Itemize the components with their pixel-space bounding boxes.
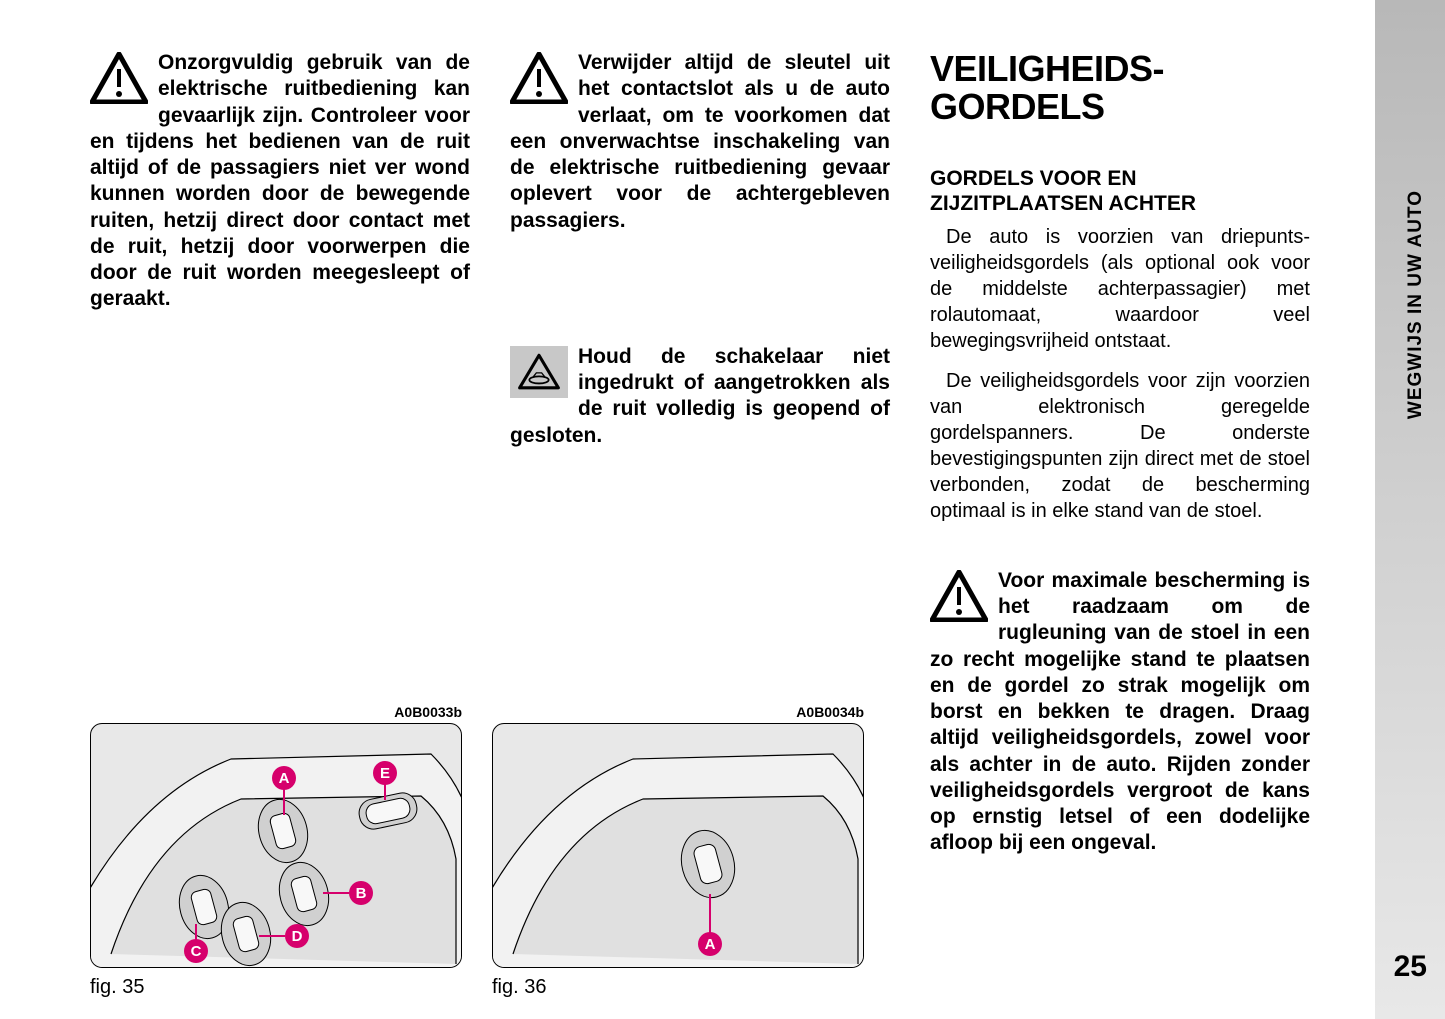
marker-c: C	[184, 939, 208, 963]
section-sidebar: WEGWIJS IN UW AUTO 25	[1375, 0, 1445, 1019]
leader-line	[323, 892, 349, 894]
leader-line	[709, 894, 711, 934]
warning-box: Verwijder altijd de sleutel uit het cont…	[510, 50, 890, 234]
manual-page: WEGWIJS IN UW AUTO 25 Onzorgvuldig gebru…	[0, 0, 1445, 1019]
marker-a: A	[698, 932, 722, 956]
marker-e: E	[373, 761, 397, 785]
paragraph: De veiligheidsgordels voor zijn voorzien…	[930, 368, 1310, 524]
marker-b: B	[349, 881, 373, 905]
paragraph: De auto is voorzien van driepunts-veilig…	[930, 224, 1310, 354]
marker-d: D	[285, 924, 309, 948]
leader-line	[259, 935, 285, 937]
figure-code: A0B0034b	[492, 704, 864, 720]
page-number: 25	[1394, 950, 1427, 984]
section-title: WEGWIJS IN UW AUTO	[1405, 190, 1427, 419]
warning-triangle-icon	[510, 52, 568, 104]
leader-line	[283, 789, 285, 815]
warning-box: Onzorgvuldig gebruik van de elektrische …	[90, 50, 470, 313]
warning-box: Voor maximale bescherming is het raadzaa…	[930, 568, 1310, 857]
warning-car-icon	[510, 346, 568, 398]
warning-triangle-icon	[930, 570, 988, 622]
marker-a: A	[272, 766, 296, 790]
figure-36: A0B0034b A fig. 36	[492, 704, 864, 999]
figure-code: A0B0033b	[90, 704, 462, 720]
warning-triangle-icon	[90, 52, 148, 104]
figure-35: A0B0033b	[90, 704, 462, 999]
leader-line	[384, 784, 386, 800]
warning-box: Houd de schakelaar niet ingedrukt of aan…	[510, 344, 890, 449]
column-3: VEILIGHEIDS-GORDELS GORDELS VOOR EN ZIJZ…	[930, 50, 1310, 887]
figure-caption: fig. 35	[90, 976, 462, 999]
main-heading: VEILIGHEIDS-GORDELS	[930, 50, 1310, 126]
figure-image: A	[492, 723, 864, 968]
figure-image: A B C D E	[90, 723, 462, 968]
sub-heading: GORDELS VOOR EN ZIJZITPLAATSEN ACHTER	[930, 166, 1310, 216]
figure-caption: fig. 36	[492, 976, 864, 999]
figures-row: A0B0033b	[90, 704, 864, 999]
